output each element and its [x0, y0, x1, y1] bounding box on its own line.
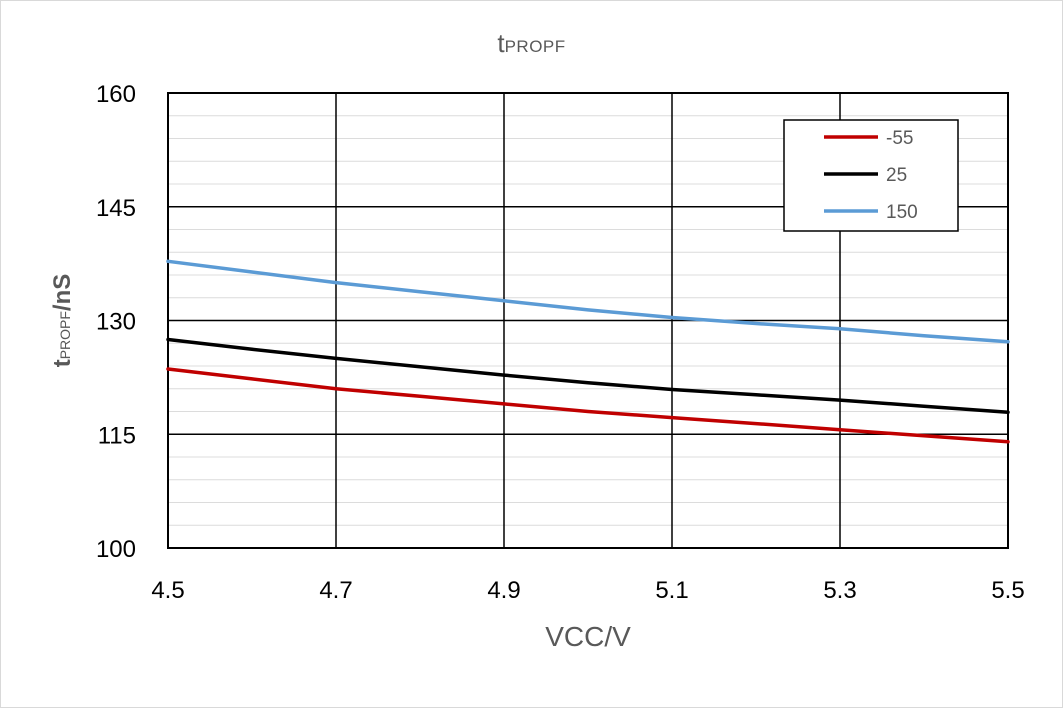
- x-tick-label: 5.5: [991, 577, 1024, 604]
- y-tick-label: 115: [98, 422, 136, 449]
- legend-label: 150: [886, 202, 918, 223]
- x-tick-label: 4.7: [319, 577, 352, 604]
- y-axis-title-unit: /nS: [49, 274, 76, 311]
- y-axis-title-subscript: PROPF: [57, 311, 73, 359]
- chart-title-main: t: [497, 28, 505, 58]
- y-tick-label: 130: [96, 309, 136, 336]
- chart-title-subscript: PROPF: [504, 37, 566, 56]
- chart-title: tPROPF: [0, 28, 1063, 59]
- legend: -55 25 150: [783, 119, 959, 232]
- y-tick-label: 100: [96, 536, 136, 563]
- series-line-3: [166, 259, 1010, 344]
- y-tick-label: 160: [96, 81, 136, 108]
- x-axis-tick-labels: 4.5 4.7 4.9 5.1 5.3 5.5: [151, 577, 1024, 604]
- series-line-1: [166, 367, 1010, 444]
- y-axis-title-main: t: [49, 359, 76, 367]
- y-axis-title: tPROPF/nS: [49, 274, 76, 368]
- legend-label: 25: [886, 165, 907, 186]
- series-line-2: [166, 337, 1010, 415]
- minor-gridlines: [168, 115, 1008, 526]
- y-axis-tick-labels: 100 115 130 145 160: [96, 81, 136, 563]
- x-tick-label: 5.3: [823, 577, 856, 604]
- y-tick-label: 145: [96, 195, 136, 222]
- plot-area-border: [167, 92, 1009, 549]
- x-tick-label: 4.9: [487, 577, 520, 604]
- x-tick-label: 5.1: [655, 577, 688, 604]
- x-axis-title: VCC/V: [545, 621, 631, 652]
- x-tick-label: 4.5: [151, 577, 184, 604]
- legend-label: -55: [886, 128, 913, 149]
- series-lines: [166, 259, 1010, 444]
